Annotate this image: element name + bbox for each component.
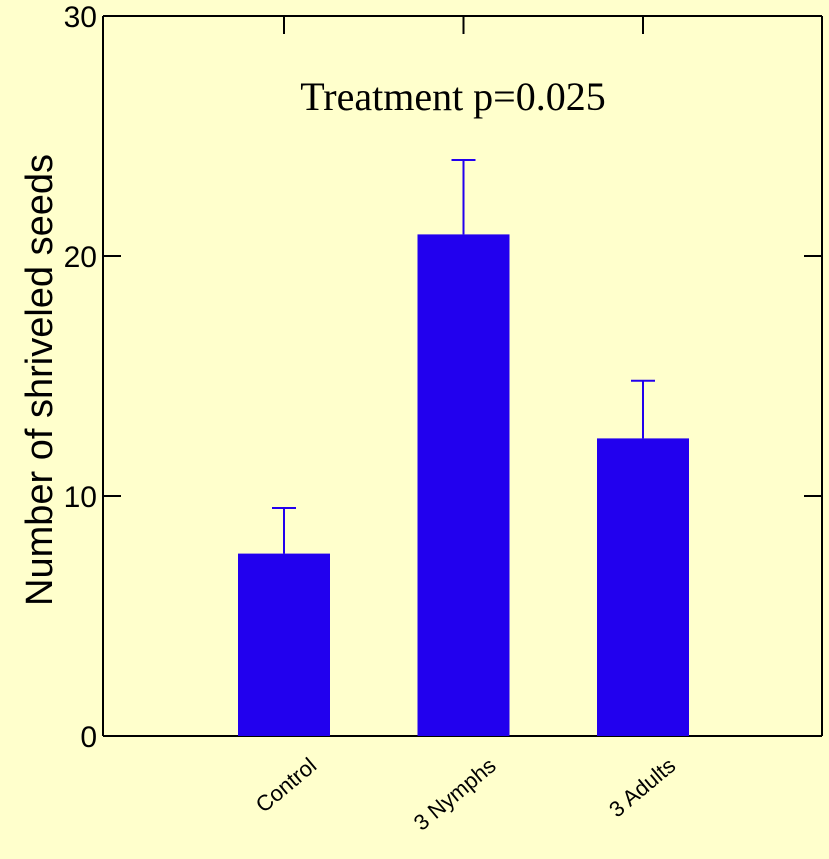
bar xyxy=(597,438,689,736)
x-tick-label: 3 Adults xyxy=(604,753,680,822)
x-tick-label: Control xyxy=(251,753,321,818)
labels: Treatment p=0.025 Number of shriveled se… xyxy=(19,1,680,835)
x-tick-label: 3 Nymphs xyxy=(409,753,501,836)
y-tick-label: 10 xyxy=(64,481,97,514)
bar xyxy=(417,234,510,736)
y-tick-label: 30 xyxy=(64,1,97,34)
chart-annotation: Treatment p=0.025 xyxy=(300,74,606,119)
bar xyxy=(238,553,330,736)
bars xyxy=(238,234,689,736)
y-axis-label: Number of shriveled seeds xyxy=(19,154,61,606)
y-tick-label: 20 xyxy=(64,241,97,274)
y-tick-label: 0 xyxy=(80,721,97,754)
error-bars xyxy=(272,159,655,554)
